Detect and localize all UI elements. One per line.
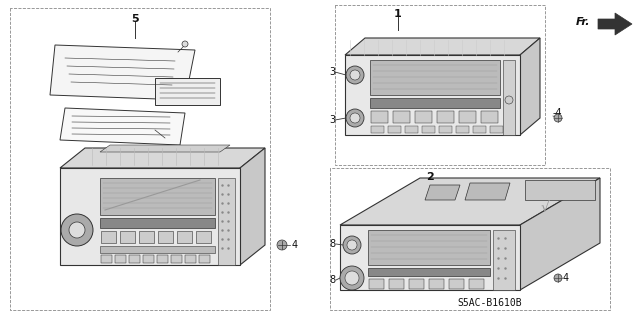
Circle shape	[343, 236, 361, 254]
Polygon shape	[493, 230, 515, 290]
Polygon shape	[177, 231, 192, 243]
Circle shape	[554, 114, 562, 122]
Polygon shape	[60, 108, 185, 145]
Polygon shape	[345, 55, 520, 135]
Polygon shape	[439, 126, 452, 133]
Polygon shape	[449, 279, 464, 289]
Polygon shape	[129, 255, 140, 263]
Polygon shape	[185, 255, 196, 263]
Polygon shape	[60, 148, 265, 168]
Polygon shape	[345, 38, 540, 55]
Polygon shape	[415, 111, 432, 123]
Circle shape	[350, 113, 360, 123]
Polygon shape	[101, 231, 116, 243]
Text: 8: 8	[330, 239, 336, 249]
Text: 4: 4	[563, 273, 569, 283]
Text: S5AC-B1610B: S5AC-B1610B	[458, 298, 522, 308]
Polygon shape	[218, 178, 235, 265]
Circle shape	[347, 240, 357, 250]
Text: 2: 2	[426, 172, 434, 182]
Polygon shape	[409, 279, 424, 289]
Polygon shape	[456, 126, 469, 133]
Polygon shape	[171, 255, 182, 263]
Polygon shape	[368, 268, 490, 276]
Text: Fr.: Fr.	[575, 17, 590, 27]
Circle shape	[277, 240, 287, 250]
Circle shape	[182, 41, 188, 47]
Polygon shape	[139, 231, 154, 243]
Text: 1: 1	[394, 9, 402, 19]
Text: 4: 4	[292, 240, 298, 250]
Circle shape	[350, 70, 360, 80]
Polygon shape	[50, 45, 195, 100]
Polygon shape	[369, 279, 384, 289]
Circle shape	[505, 96, 513, 104]
Polygon shape	[115, 255, 126, 263]
Polygon shape	[490, 126, 503, 133]
Text: -4: -4	[553, 108, 563, 118]
Polygon shape	[199, 255, 210, 263]
Circle shape	[345, 271, 359, 285]
Polygon shape	[473, 126, 486, 133]
Polygon shape	[340, 225, 520, 290]
Polygon shape	[388, 126, 401, 133]
Polygon shape	[371, 126, 384, 133]
Polygon shape	[389, 279, 404, 289]
Polygon shape	[100, 218, 215, 228]
Polygon shape	[196, 231, 211, 243]
Polygon shape	[60, 168, 240, 265]
Polygon shape	[100, 178, 215, 215]
Polygon shape	[371, 111, 388, 123]
Polygon shape	[158, 231, 173, 243]
Text: 8: 8	[330, 275, 336, 285]
Polygon shape	[240, 148, 265, 265]
Polygon shape	[503, 60, 515, 135]
Polygon shape	[422, 126, 435, 133]
Polygon shape	[101, 255, 112, 263]
Polygon shape	[143, 255, 154, 263]
Polygon shape	[437, 111, 454, 123]
Circle shape	[346, 66, 364, 84]
Polygon shape	[469, 279, 484, 289]
Polygon shape	[100, 246, 215, 253]
Text: 3: 3	[329, 115, 335, 125]
Polygon shape	[481, 111, 498, 123]
Polygon shape	[429, 279, 444, 289]
Polygon shape	[340, 178, 600, 225]
Polygon shape	[370, 98, 500, 108]
Circle shape	[340, 266, 364, 290]
Text: 3: 3	[329, 67, 335, 77]
Polygon shape	[155, 78, 220, 105]
Text: 5: 5	[131, 14, 139, 24]
Polygon shape	[120, 231, 135, 243]
Polygon shape	[368, 230, 490, 265]
Polygon shape	[520, 178, 600, 290]
Circle shape	[346, 109, 364, 127]
Polygon shape	[525, 180, 595, 200]
Circle shape	[554, 274, 562, 282]
Polygon shape	[465, 183, 510, 200]
Text: √: √	[541, 201, 549, 215]
Polygon shape	[370, 60, 500, 95]
Polygon shape	[393, 111, 410, 123]
Circle shape	[61, 214, 93, 246]
Polygon shape	[157, 255, 168, 263]
Polygon shape	[405, 126, 418, 133]
Polygon shape	[598, 13, 632, 35]
Polygon shape	[459, 111, 476, 123]
Polygon shape	[100, 145, 230, 152]
Polygon shape	[520, 38, 540, 135]
Polygon shape	[425, 185, 460, 200]
Circle shape	[69, 222, 85, 238]
